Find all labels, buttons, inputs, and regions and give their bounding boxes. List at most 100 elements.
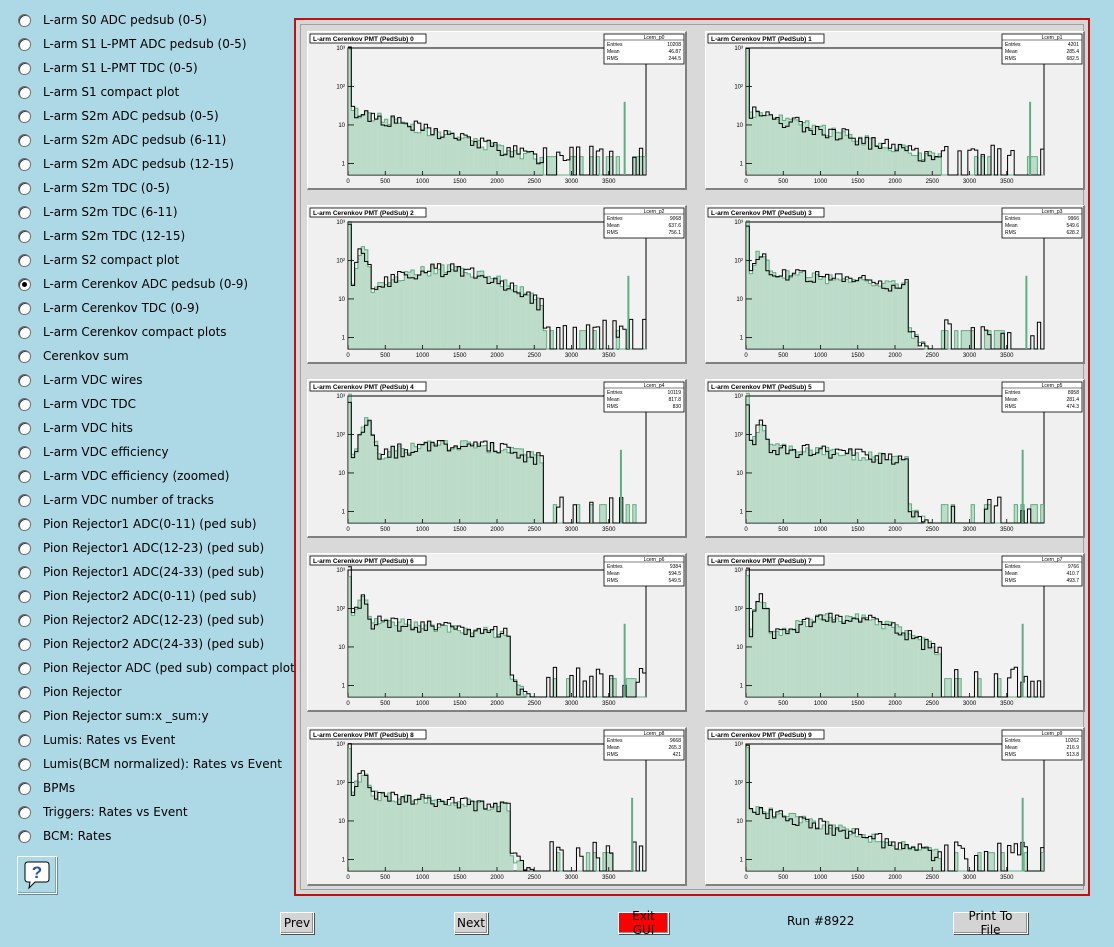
radio-button[interactable] (18, 589, 31, 603)
radio-button[interactable] (18, 253, 31, 267)
histogram-option[interactable]: L-arm VDC hits (14, 418, 133, 438)
radio-button[interactable] (18, 181, 31, 195)
histogram-option[interactable]: L-arm S0 ADC pedsub (0-5) (14, 10, 207, 30)
histogram-option[interactable]: L-arm S1 L-PMT TDC (0-5) (14, 58, 198, 78)
radio-button[interactable] (18, 541, 31, 555)
histogram-option[interactable]: Pion Rejector sum:x _sum:y (14, 706, 209, 726)
histogram-option[interactable]: L-arm Cerenkov TDC (0-9) (14, 298, 199, 318)
radio-button[interactable] (18, 637, 31, 651)
histogram-pad[interactable]: 0 500 1000 1500 2000 2500 3000 3500 1 10 10² 10³ L-a… (705, 379, 1085, 538)
histogram-option[interactable]: L-arm S1 compact plot (14, 82, 179, 102)
histogram-bin (828, 274, 833, 349)
histogram-bin (954, 852, 958, 871)
radio-button[interactable] (18, 517, 31, 531)
radio-button[interactable] (18, 661, 31, 675)
histogram-option[interactable]: L-arm S2m ADC pedsub (12-15) (14, 154, 234, 174)
histogram-bin (410, 269, 415, 349)
radio-button[interactable] (18, 469, 31, 483)
histogram-pad[interactable]: 0 500 1000 1500 2000 2500 3000 3500 1 10 10² 10³ L-a… (307, 379, 687, 538)
radio-button[interactable] (18, 325, 31, 339)
x-tick-label: 500 (380, 353, 391, 359)
histogram-option[interactable]: BCM: Rates (14, 826, 111, 846)
prev-button[interactable]: Prev (280, 912, 314, 934)
y-tick-label: 10² (336, 432, 345, 438)
histogram-option[interactable]: L-arm Cerenkov compact plots (14, 322, 227, 342)
radio-button[interactable] (18, 157, 31, 171)
histogram-option[interactable]: Lumis(BCM normalized): Rates vs Event (14, 754, 282, 774)
histogram-option[interactable]: Triggers: Rates vs Event (14, 802, 188, 822)
radio-button[interactable] (18, 277, 31, 291)
histogram-option[interactable]: L-arm S2 compact plot (14, 250, 179, 270)
histogram-option[interactable]: Pion Rejector2 ADC(12-23) (ped sub) (14, 610, 264, 630)
radio-button[interactable] (18, 133, 31, 147)
histogram-option[interactable]: Pion Rejector1 ADC(24-33) (ped sub) (14, 562, 264, 582)
help-button[interactable]: ? (17, 856, 57, 894)
histogram-option[interactable]: L-arm VDC number of tracks (14, 490, 214, 510)
histogram-option[interactable]: Pion Rejector2 ADC(24-33) (ped sub) (14, 634, 264, 654)
histogram-pad[interactable]: 0 500 1000 1500 2000 2500 3000 3500 1 10 10² 10³ L-a… (705, 727, 1085, 886)
radio-button[interactable] (18, 805, 31, 819)
histogram-bin (779, 115, 783, 175)
radio-button[interactable] (18, 445, 31, 459)
histogram-bin (828, 136, 833, 175)
histogram-pad[interactable]: 0 500 1000 1500 2000 2500 3000 3500 1 10 10² 10³ L-a… (307, 553, 687, 712)
radio-button[interactable] (18, 349, 31, 363)
histogram-option[interactable]: L-arm S2m ADC pedsub (0-5) (14, 106, 219, 126)
histogram-option[interactable]: L-arm S2m TDC (12-15) (14, 226, 185, 246)
histogram-pad[interactable]: 0 500 1000 1500 2000 2500 3000 3500 1 10 10² 10³ L-a… (307, 205, 687, 364)
radio-button[interactable] (18, 829, 31, 843)
histogram-option[interactable]: Cerenkov sum (14, 346, 129, 366)
histogram-bin (364, 249, 368, 349)
histogram-option[interactable]: BPMs (14, 778, 75, 798)
next-button[interactable]: Next (454, 912, 488, 934)
radio-button[interactable] (18, 229, 31, 243)
histogram-option[interactable]: L-arm S1 L-PMT ADC pedsub (0-5) (14, 34, 247, 54)
histogram-option[interactable]: L-arm S2m ADC pedsub (6-11) (14, 130, 226, 150)
histogram-option[interactable]: L-arm VDC efficiency (14, 442, 169, 462)
histogram-pad[interactable]: 0 500 1000 1500 2000 2500 3000 3500 1 10 10² 10³ L-a… (307, 31, 687, 190)
histogram-option[interactable]: L-arm S2m TDC (6-11) (14, 202, 178, 222)
radio-button[interactable] (18, 301, 31, 315)
histogram-option[interactable]: Pion Rejector1 ADC(0-11) (ped sub) (14, 514, 257, 534)
histogram-bin (490, 630, 494, 697)
radio-button[interactable] (18, 565, 31, 579)
radio-button[interactable] (18, 109, 31, 123)
radio-button[interactable] (18, 685, 31, 699)
histogram-bin (497, 806, 501, 871)
exit-gui-button[interactable]: Exit GUI (618, 909, 669, 937)
radio-button[interactable] (18, 13, 31, 27)
radio-button[interactable] (18, 709, 31, 723)
radio-button[interactable] (18, 733, 31, 747)
histogram-option[interactable]: L-arm VDC wires (14, 370, 142, 390)
print-to-file-button[interactable]: Print To File (953, 909, 1028, 937)
histogram-option[interactable]: Lumis: Rates vs Event (14, 730, 175, 750)
radio-button[interactable] (18, 397, 31, 411)
histogram-option[interactable]: Pion Rejector2 ADC(0-11) (ped sub) (14, 586, 257, 606)
radio-button[interactable] (18, 61, 31, 75)
histogram-option[interactable]: Pion Rejector (14, 682, 122, 702)
radio-button[interactable] (18, 205, 31, 219)
radio-button[interactable] (18, 37, 31, 51)
histogram-option[interactable]: L-arm VDC TDC (14, 394, 136, 414)
radio-button[interactable] (18, 757, 31, 771)
histogram-option[interactable]: Pion Rejector1 ADC(12-23) (ped sub) (14, 538, 264, 558)
histogram-option[interactable]: L-arm Cerenkov ADC pedsub (0-9) (14, 274, 248, 294)
histogram-pad[interactable]: 0 500 1000 1500 2000 2500 3000 3500 1 10 10² 10³ L-a… (705, 553, 1085, 712)
title-box (309, 555, 427, 566)
radio-button[interactable] (18, 373, 31, 387)
radio-button[interactable] (18, 781, 31, 795)
histogram-bin (977, 678, 982, 697)
radio-button[interactable] (18, 85, 31, 99)
x-tick-label: 1500 (851, 701, 865, 707)
histogram-option[interactable]: Pion Rejector ADC (ped sub) compact plot (14, 658, 295, 678)
histogram-pad[interactable]: 0 500 1000 1500 2000 2500 3000 3500 1 10 10² 10³ L-a… (705, 31, 1085, 190)
radio-button[interactable] (18, 613, 31, 627)
histogram-bin (987, 504, 992, 523)
histogram-option[interactable]: L-arm VDC efficiency (zoomed) (14, 466, 229, 486)
radio-button[interactable] (18, 421, 31, 435)
radio-button[interactable] (18, 493, 31, 507)
histogram-pad[interactable]: 0 500 1000 1500 2000 2500 3000 3500 1 10 10² 10³ L-a… (705, 205, 1085, 364)
histogram-option[interactable]: L-arm S2m TDC (0-5) (14, 178, 170, 198)
x-tick-label: 0 (346, 875, 350, 881)
histogram-pad[interactable]: 0 500 1000 1500 2000 2500 3000 3500 1 10 10² 10³ L-a… (307, 727, 687, 886)
